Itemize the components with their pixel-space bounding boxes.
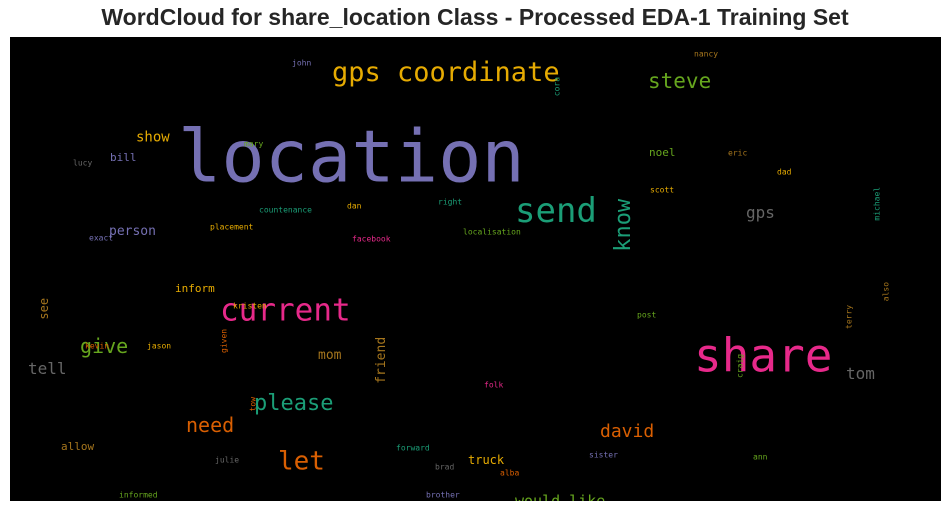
word-let: let (278, 446, 325, 476)
word-placement: placement (210, 223, 254, 232)
word-alba: alba (500, 469, 519, 478)
word-eric: eric (728, 149, 747, 158)
word-noel: noel (649, 146, 676, 159)
word-would-like: would like (515, 492, 605, 501)
word-ann: ann (753, 453, 768, 462)
word-kristen: kristen (233, 302, 267, 311)
word-friend: friend (374, 337, 389, 384)
word-show: show (136, 130, 170, 146)
word-countenance: countenance (259, 206, 312, 215)
word-bill: bill (110, 151, 137, 164)
word-forward: forward (396, 444, 430, 453)
word-cora: cora (553, 77, 562, 96)
wordcloud-canvas: location share gps coordinate send current kn… (10, 37, 941, 501)
word-terry: terry (845, 305, 854, 329)
word-also: also (882, 282, 891, 301)
word-share: share (694, 328, 832, 382)
word-inform: inform (175, 282, 215, 295)
word-dan: dan (347, 202, 362, 211)
word-scott: scott (650, 186, 674, 195)
word-localisation: localisation (463, 228, 521, 237)
wordcloud-svg: location share gps coordinate send current kn… (28, 50, 891, 501)
word-please: please (254, 391, 333, 416)
word-see: see (37, 298, 51, 320)
word-post: post (637, 311, 656, 320)
word-folk: folk (484, 381, 503, 390)
word-allow: allow (61, 440, 94, 453)
word-current: current (220, 292, 351, 328)
word-gps-coordinate: gps coordinate (332, 57, 560, 88)
word-julie: julie (215, 456, 239, 465)
word-brother: brother (426, 491, 460, 500)
word-jason: jason (147, 342, 171, 351)
word-dad: dad (777, 168, 792, 177)
word-nancy: nancy (694, 50, 718, 59)
word-informed: informed (119, 491, 158, 500)
word-tell: tell (28, 359, 67, 378)
word-mom: mom (318, 348, 342, 363)
figure-title: WordCloud for share_location Class - Pro… (101, 4, 849, 30)
word-location: location (178, 115, 525, 199)
word-know: know (611, 198, 636, 252)
word-send: send (515, 191, 597, 231)
word-david: david (600, 421, 654, 442)
word-lucy: lucy (73, 159, 92, 168)
word-sister: sister (589, 451, 618, 460)
word-steve: steve (648, 69, 711, 93)
word-craig: craig (736, 354, 745, 378)
word-michael: michael (873, 187, 882, 221)
word-truck: truck (468, 453, 505, 467)
word-give: give (80, 334, 128, 358)
word-john: john (292, 59, 311, 68)
word-tom: tom (846, 364, 875, 383)
word-need: need (186, 413, 234, 437)
word-exact: exact (89, 234, 113, 243)
word-brad: brad (435, 463, 454, 472)
word-mary: mary (244, 140, 263, 149)
word-right: right (438, 198, 462, 207)
word-person: person (109, 224, 156, 239)
word-kevin: kevin (85, 342, 109, 351)
word-facebook: facebook (352, 235, 391, 244)
word-tow: tow (249, 397, 258, 412)
word-gps: gps (746, 203, 775, 222)
word-given: given (220, 329, 229, 353)
